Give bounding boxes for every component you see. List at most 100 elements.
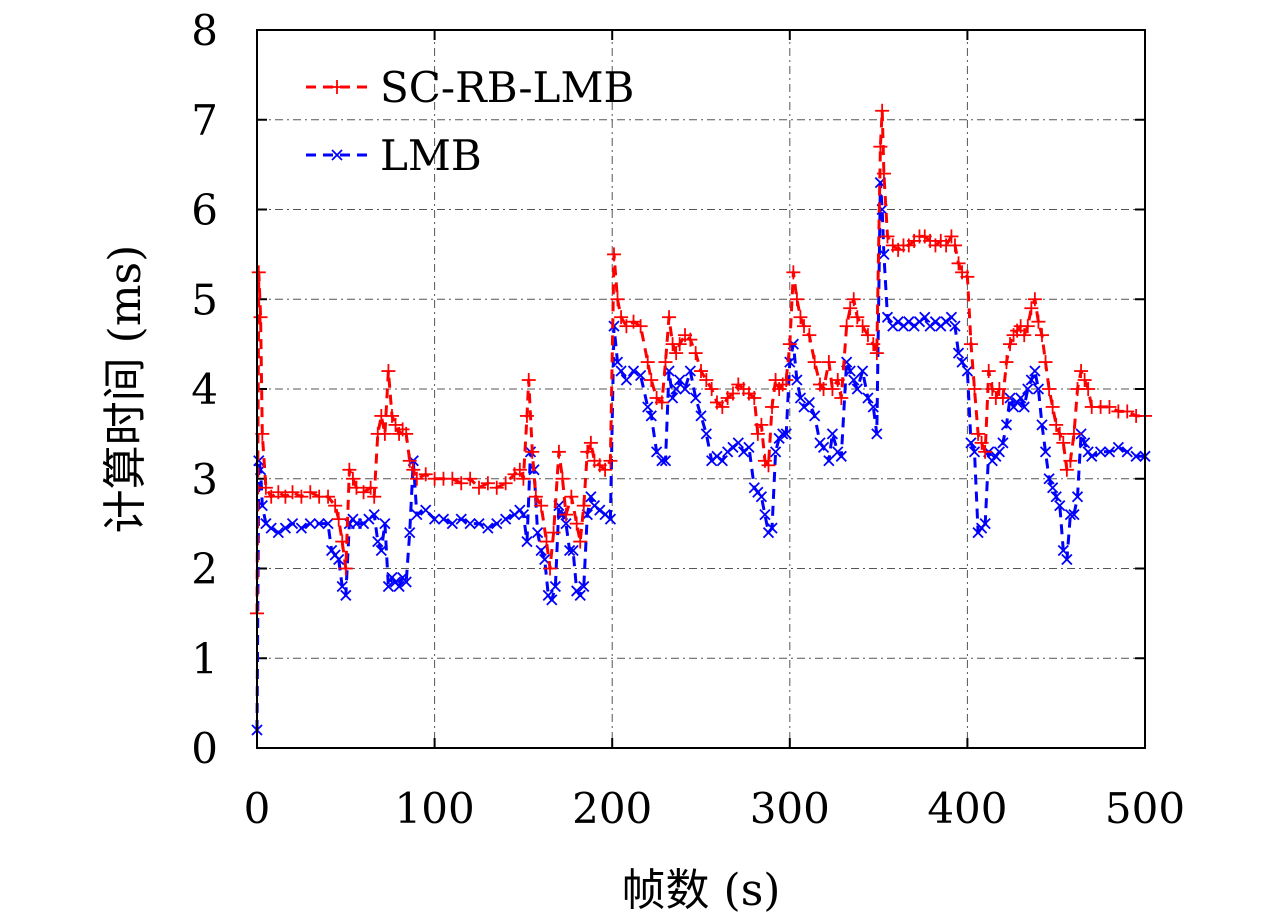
sc-rb-lmb-point [271,485,286,500]
sc-rb-lmb-point [995,390,1010,405]
sc-rb-lmb-point [463,471,478,486]
lmb-point [766,522,778,534]
sc-rb-lmb-point [1063,453,1078,468]
lmb-point [769,446,782,458]
lmb-point [650,446,663,458]
sc-rb-lmb-point [539,534,554,549]
sc-rb-lmb-point [543,561,558,576]
sc-rb-lmb-point [576,498,591,513]
sc-rb-lmb-point [331,512,346,527]
sc-rb-lmb-point [999,355,1014,370]
lmb-point [420,504,432,516]
sc-rb-lmb-point [377,426,392,441]
sc-rb-lmb-point [963,337,978,352]
y-tick-label: 0 [191,724,218,773]
sc-rb-lmb-point [603,453,618,468]
sc-rb-lmb-point [418,467,433,482]
lmb-point [791,374,803,386]
sc-rb-lmb-point [1077,373,1092,388]
sc-rb-lmb-point [580,444,595,459]
sc-rb-lmb-point [472,480,486,495]
lmb-point [1094,446,1107,458]
lmb-point [336,580,348,593]
lmb-point [574,589,586,602]
lmb-point [279,522,292,534]
sc-rb-lmb-point [598,462,613,477]
sc-rb-lmb-point [1066,426,1081,441]
sc-rb-lmb-point [534,498,549,513]
lmb-point [844,365,856,377]
plot-frame [256,29,1146,749]
sc-rb-lmb-point [821,355,836,370]
sc-rb-lmb-point [866,337,881,352]
sc-rb-lmb-point [564,489,579,504]
sc-rb-lmb-point [546,525,561,540]
lmb-point [919,311,931,323]
series-lmb [251,176,1151,736]
sc-rb-lmb-point [278,489,293,504]
lmb-point [826,428,839,440]
x-ticks: 0 100 200 300 400 500 [244,30,1185,833]
x-tick-label: 100 [395,784,475,833]
lmb-point [500,513,512,525]
lmb-point [1032,383,1045,395]
y-tick-label: 4 [191,365,218,414]
lmb-point [968,446,981,458]
lmb-point [611,356,624,368]
sc-rb-lmb-point [960,269,975,284]
sc-rb-lmb-point [947,238,962,253]
sc-rb-lmb-point [626,314,641,329]
lmb-point [1057,544,1069,557]
lmb-point [1075,428,1087,440]
sc-rb-lmb-point [445,471,460,486]
lmb-point [862,392,874,404]
legend-sc-rb-lmb-point [330,80,344,94]
lmb-point [375,544,387,557]
lmb-point [759,509,771,521]
lmb-point [400,576,412,588]
legend: SC-RB-LMB LMB [306,63,634,180]
sc-rb-lmb-point [951,256,966,271]
sc-rb-lmb-point [1120,404,1135,419]
sc-rb-lmb-point [519,408,534,423]
y-ticks: 0 1 2 3 4 5 6 7 8 [191,6,1145,773]
lmb-point [784,356,796,368]
lmb-point [1025,374,1037,386]
sc-rb-lmb-point [285,485,300,500]
sc-rb-lmb-point [944,229,959,244]
lmb-point [521,535,533,548]
legend-marker-sc-rb-lmb [330,80,344,94]
lmb-point [1054,500,1066,512]
lmb-point [1004,392,1016,404]
sc-rb-lmb-point [342,462,357,477]
lmb-point [1078,437,1091,449]
lmb-point [1112,441,1124,453]
lmb-point [794,392,807,404]
sc-rb-lmb-point [406,462,421,477]
sc-rb-lmb-point [860,328,875,343]
x-tick-label: 0 [244,784,271,833]
y-tick-label: 6 [191,186,218,235]
lmb-point [881,311,894,323]
lmb-point [867,401,879,413]
sc-rb-lmb-point [610,292,625,307]
sc-rb-lmb-point [569,516,584,531]
sc-rb-lmb-point [258,480,273,495]
sc-rb-lmb-point [981,364,996,379]
legend-marker-lmb [331,149,343,161]
sc-rb-lmb-point [1074,364,1089,379]
lmb-point [952,347,965,359]
lmb-point [856,365,869,377]
sc-rb-lmb-point [328,498,343,513]
sc-rb-lmb-point [873,139,888,154]
sc-rb-lmb-point [633,319,648,334]
lmb-point [379,517,391,530]
sc-rb-lmb-point [754,417,769,432]
sc-rb-lmb-point [399,426,414,441]
lmb-point [642,401,654,413]
sc-rb-lmb-point [704,382,719,396]
sc-rb-lmb-point [797,319,812,334]
sc-rb-lmb-point [699,373,714,388]
lmb-point [265,522,277,534]
sc-rb-lmb-point [662,310,677,325]
